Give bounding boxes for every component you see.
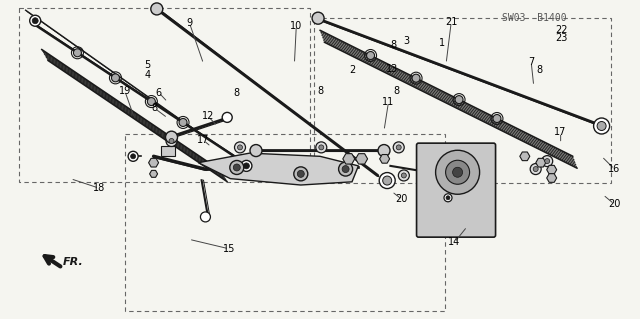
Text: 1: 1 xyxy=(438,38,445,48)
Text: 22: 22 xyxy=(556,25,568,35)
Text: 20: 20 xyxy=(396,194,408,204)
Text: 15: 15 xyxy=(223,244,236,254)
Polygon shape xyxy=(536,158,546,167)
Circle shape xyxy=(237,145,243,150)
Circle shape xyxy=(342,166,349,173)
Circle shape xyxy=(412,74,420,82)
Text: 8: 8 xyxy=(234,87,240,98)
Text: 3: 3 xyxy=(403,36,410,47)
Circle shape xyxy=(200,212,211,222)
Circle shape xyxy=(533,167,538,172)
Circle shape xyxy=(128,151,138,161)
Text: 7: 7 xyxy=(528,57,534,67)
Circle shape xyxy=(452,167,463,177)
Text: 9: 9 xyxy=(186,18,193,28)
Circle shape xyxy=(401,173,406,178)
Text: 11: 11 xyxy=(382,97,395,107)
Circle shape xyxy=(378,145,390,157)
Text: 8: 8 xyxy=(536,64,543,75)
Text: 12: 12 xyxy=(202,111,214,122)
Bar xyxy=(161,146,175,156)
Circle shape xyxy=(493,115,501,122)
Text: 23: 23 xyxy=(556,33,568,43)
Circle shape xyxy=(379,173,396,189)
Circle shape xyxy=(147,98,156,106)
Circle shape xyxy=(312,12,324,24)
Circle shape xyxy=(444,194,452,202)
Polygon shape xyxy=(198,153,358,185)
Circle shape xyxy=(243,163,250,169)
Text: 21: 21 xyxy=(445,17,458,27)
Circle shape xyxy=(111,74,120,82)
Circle shape xyxy=(131,154,136,159)
Circle shape xyxy=(396,145,401,150)
Text: 19: 19 xyxy=(118,86,131,96)
Text: 10: 10 xyxy=(290,20,303,31)
Circle shape xyxy=(166,131,177,143)
Circle shape xyxy=(250,145,262,157)
Circle shape xyxy=(383,176,392,185)
Circle shape xyxy=(393,142,404,153)
Bar xyxy=(19,8,310,182)
Text: 8: 8 xyxy=(152,103,158,114)
Circle shape xyxy=(294,167,308,181)
Polygon shape xyxy=(380,154,390,163)
Circle shape xyxy=(234,164,240,171)
Text: 14: 14 xyxy=(448,237,461,248)
Text: 17: 17 xyxy=(554,127,567,137)
Polygon shape xyxy=(547,165,557,174)
Circle shape xyxy=(32,18,38,24)
Circle shape xyxy=(179,118,187,126)
Text: 5: 5 xyxy=(144,60,150,70)
Circle shape xyxy=(446,196,450,200)
Circle shape xyxy=(530,164,541,174)
Circle shape xyxy=(316,142,327,153)
Text: 18: 18 xyxy=(93,183,106,193)
Circle shape xyxy=(74,49,81,57)
FancyBboxPatch shape xyxy=(417,143,495,237)
Circle shape xyxy=(151,3,163,15)
Text: 2: 2 xyxy=(349,65,355,75)
Circle shape xyxy=(398,170,410,181)
Polygon shape xyxy=(150,170,157,177)
Polygon shape xyxy=(343,154,355,164)
Circle shape xyxy=(234,142,246,153)
Text: 8: 8 xyxy=(317,86,323,96)
Text: 4: 4 xyxy=(144,70,150,80)
Circle shape xyxy=(597,122,606,130)
Circle shape xyxy=(339,162,353,176)
Text: SW03  B1400: SW03 B1400 xyxy=(502,13,567,23)
Circle shape xyxy=(545,159,550,164)
Bar xyxy=(314,18,611,183)
Circle shape xyxy=(230,160,244,174)
Bar xyxy=(125,134,445,311)
Circle shape xyxy=(166,136,177,146)
Polygon shape xyxy=(520,152,530,161)
Circle shape xyxy=(241,160,252,171)
Circle shape xyxy=(29,15,41,26)
Circle shape xyxy=(541,156,553,167)
Polygon shape xyxy=(148,158,159,167)
Text: 6: 6 xyxy=(156,87,162,98)
Circle shape xyxy=(436,150,479,194)
Circle shape xyxy=(319,145,324,150)
Text: 17: 17 xyxy=(197,135,210,145)
Circle shape xyxy=(445,160,470,184)
Circle shape xyxy=(593,118,609,134)
Circle shape xyxy=(367,51,374,60)
Text: 13: 13 xyxy=(386,63,399,74)
Polygon shape xyxy=(547,174,557,182)
Text: 20: 20 xyxy=(608,199,621,209)
Circle shape xyxy=(298,170,304,177)
Circle shape xyxy=(222,112,232,122)
Circle shape xyxy=(455,96,463,104)
Circle shape xyxy=(169,138,174,144)
Text: 8: 8 xyxy=(390,40,397,50)
Text: 16: 16 xyxy=(608,164,621,174)
Text: FR.: FR. xyxy=(63,256,83,267)
Polygon shape xyxy=(356,154,367,164)
Text: 8: 8 xyxy=(394,86,400,96)
